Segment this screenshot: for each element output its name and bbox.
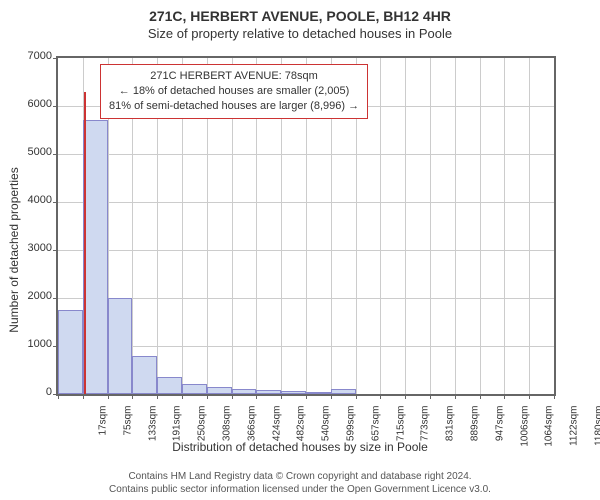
- grid-line-v: [430, 58, 431, 394]
- x-tick-label: 773sqm: [420, 406, 431, 456]
- x-tick: [108, 394, 109, 399]
- grid-line-v: [455, 58, 456, 394]
- chart-container: 271C, HERBERT AVENUE, POOLE, BH12 4HR Si…: [0, 0, 600, 500]
- plot-area: 271C HERBERT AVENUE: 78sqm ← 18% of deta…: [56, 56, 556, 396]
- x-tick-label: 1006sqm: [519, 406, 530, 456]
- y-tick-label: 2000: [12, 290, 52, 302]
- x-tick: [157, 394, 158, 399]
- x-tick: [504, 394, 505, 399]
- histogram-bar: [207, 387, 232, 394]
- x-tick-label: 308sqm: [222, 406, 233, 456]
- grid-line-v: [480, 58, 481, 394]
- x-tick: [83, 394, 84, 399]
- footer-line-2: Contains public sector information licen…: [0, 484, 600, 497]
- footer: Contains HM Land Registry data © Crown c…: [0, 471, 600, 496]
- x-tick: [58, 394, 59, 399]
- x-tick: [306, 394, 307, 399]
- histogram-bar: [232, 389, 257, 394]
- x-tick-label: 1122sqm: [569, 406, 580, 456]
- x-tick: [554, 394, 555, 399]
- x-tick-label: 715sqm: [395, 406, 406, 456]
- x-tick: [356, 394, 357, 399]
- legend-line-3: 81% of semi-detached houses are larger (…: [109, 99, 359, 114]
- x-tick-label: 17sqm: [98, 406, 109, 456]
- x-tick-label: 1064sqm: [544, 406, 555, 456]
- x-tick-label: 947sqm: [494, 406, 505, 456]
- y-tick-label: 5000: [12, 146, 52, 158]
- grid-line-v: [504, 58, 505, 394]
- y-tick: [53, 202, 58, 203]
- x-tick-label: 831sqm: [445, 406, 456, 456]
- y-tick: [53, 106, 58, 107]
- x-tick-label: 424sqm: [271, 406, 282, 456]
- x-tick: [207, 394, 208, 399]
- x-tick: [405, 394, 406, 399]
- x-tick-label: 482sqm: [296, 406, 307, 456]
- x-tick: [256, 394, 257, 399]
- x-tick: [132, 394, 133, 399]
- chart-title: 271C, HERBERT AVENUE, POOLE, BH12 4HR: [0, 0, 600, 24]
- x-tick-label: 366sqm: [246, 406, 257, 456]
- footer-line-1: Contains HM Land Registry data © Crown c…: [0, 471, 600, 484]
- x-tick-label: 133sqm: [147, 406, 158, 456]
- legend-box: 271C HERBERT AVENUE: 78sqm ← 18% of deta…: [100, 64, 368, 119]
- y-tick-label: 6000: [12, 98, 52, 110]
- y-tick: [53, 250, 58, 251]
- x-tick-label: 540sqm: [321, 406, 332, 456]
- histogram-bar: [58, 310, 83, 394]
- x-tick-label: 657sqm: [370, 406, 381, 456]
- x-tick: [380, 394, 381, 399]
- histogram-bar: [157, 377, 182, 394]
- y-tick-label: 4000: [12, 194, 52, 206]
- y-tick-label: 1000: [12, 338, 52, 350]
- histogram-bar: [281, 391, 306, 394]
- y-tick: [53, 298, 58, 299]
- x-tick: [455, 394, 456, 399]
- property-marker-line: [84, 92, 86, 394]
- x-tick-label: 191sqm: [172, 406, 183, 456]
- x-tick: [331, 394, 332, 399]
- grid-line-v: [405, 58, 406, 394]
- y-tick: [53, 154, 58, 155]
- grid-line-v: [529, 58, 530, 394]
- legend-line-1: 271C HERBERT AVENUE: 78sqm: [109, 69, 359, 84]
- x-tick: [480, 394, 481, 399]
- histogram-bar: [331, 389, 356, 394]
- legend-line-2: ← 18% of detached houses are smaller (2,…: [109, 84, 359, 99]
- histogram-bar: [306, 392, 331, 394]
- x-tick-label: 599sqm: [346, 406, 357, 456]
- x-tick: [232, 394, 233, 399]
- grid-line-v: [380, 58, 381, 394]
- y-tick-label: 7000: [12, 50, 52, 62]
- x-tick-label: 889sqm: [470, 406, 481, 456]
- histogram-bar: [108, 298, 133, 394]
- x-tick: [281, 394, 282, 399]
- x-tick-label: 250sqm: [197, 406, 208, 456]
- x-tick-label: 1180sqm: [594, 406, 600, 456]
- x-tick: [182, 394, 183, 399]
- histogram-bar: [182, 384, 207, 394]
- x-tick-label: 75sqm: [122, 406, 133, 456]
- histogram-bar: [132, 356, 157, 394]
- chart-subtitle: Size of property relative to detached ho…: [0, 24, 600, 41]
- x-tick: [430, 394, 431, 399]
- y-tick-label: 3000: [12, 242, 52, 254]
- x-tick: [529, 394, 530, 399]
- y-tick: [53, 58, 58, 59]
- histogram-bar: [83, 120, 108, 394]
- histogram-bar: [256, 390, 281, 394]
- y-tick-label: 0: [12, 386, 52, 398]
